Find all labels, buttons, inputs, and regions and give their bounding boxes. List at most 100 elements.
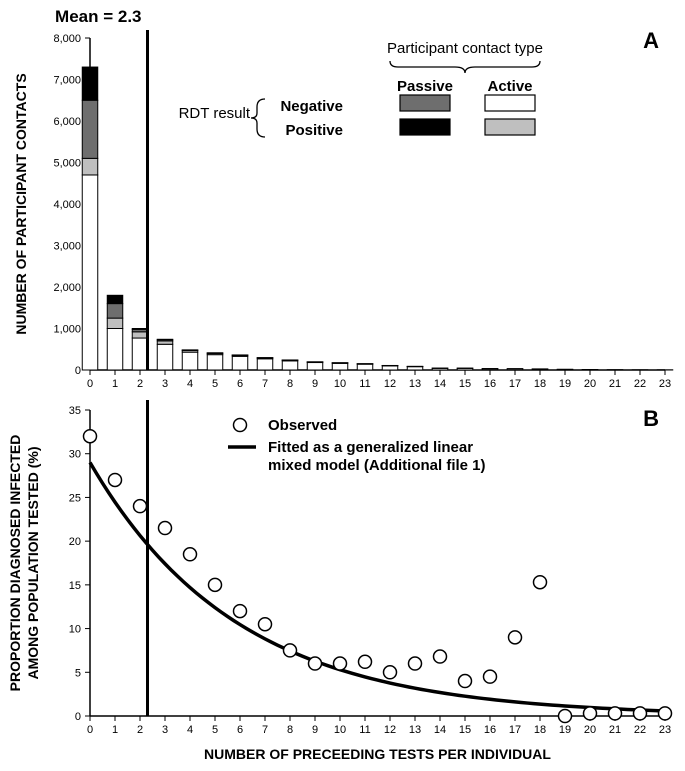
bar-active_negative — [132, 338, 148, 370]
svg-text:7: 7 — [262, 378, 268, 390]
svg-text:2: 2 — [137, 724, 143, 736]
observed-point — [334, 657, 347, 670]
bar-active_negative — [257, 359, 273, 370]
svg-text:8: 8 — [287, 724, 293, 736]
svg-text:20: 20 — [584, 378, 596, 390]
legend-row-title: RDT result — [179, 105, 251, 122]
y-axis-label-a: NUMBER OF PARTICIPANT CONTACTS — [13, 73, 29, 334]
observed-point — [459, 675, 472, 688]
svg-text:19: 19 — [559, 378, 571, 390]
svg-text:4,000: 4,000 — [53, 199, 81, 211]
svg-text:15: 15 — [69, 580, 81, 592]
svg-text:25: 25 — [69, 492, 81, 504]
bar-passive_negative — [82, 100, 98, 158]
svg-text:9: 9 — [312, 378, 318, 390]
observed-point — [284, 644, 297, 657]
bar-active_positive — [107, 318, 123, 328]
observed-point — [584, 707, 597, 720]
bar-active_negative — [182, 352, 198, 370]
legend-a: Participant contact typePassiveActiveRDT… — [179, 40, 543, 139]
svg-text:17: 17 — [509, 724, 521, 736]
svg-text:5: 5 — [212, 724, 218, 736]
bar-active_negative — [107, 329, 123, 371]
svg-text:23: 23 — [659, 378, 671, 390]
panel-letter-a: A — [643, 28, 659, 53]
observed-point — [559, 710, 572, 723]
svg-text:22: 22 — [634, 378, 646, 390]
svg-text:10: 10 — [334, 724, 346, 736]
observed-point — [634, 707, 647, 720]
observed-point — [434, 650, 447, 663]
svg-text:11: 11 — [359, 724, 370, 736]
svg-text:PROPORTION DIAGNOSED INFECTED: PROPORTION DIAGNOSED INFECTED — [7, 435, 23, 692]
legend-b: ObservedFitted as a generalized linearmi… — [228, 417, 486, 474]
svg-text:14: 14 — [434, 724, 446, 736]
svg-text:7,000: 7,000 — [53, 75, 81, 87]
svg-text:1: 1 — [112, 724, 118, 736]
observed-point — [384, 666, 397, 679]
svg-text:22: 22 — [634, 724, 646, 736]
svg-text:6,000: 6,000 — [53, 116, 81, 128]
bar-passive_positive — [107, 295, 123, 303]
bar-passive_positive — [82, 67, 98, 100]
legend-observed-label: Observed — [268, 417, 337, 434]
observed-point — [359, 655, 372, 668]
observed-point — [109, 473, 122, 486]
bar-active_negative — [307, 363, 323, 370]
svg-text:23: 23 — [659, 724, 671, 736]
svg-text:6: 6 — [237, 724, 243, 736]
svg-text:21: 21 — [609, 724, 621, 736]
svg-text:0: 0 — [75, 365, 81, 377]
svg-text:18: 18 — [534, 724, 546, 736]
svg-text:21: 21 — [609, 378, 621, 390]
observed-point — [509, 631, 522, 644]
panel-a-svg: 01,0002,0003,0004,0005,0006,0007,0008,00… — [0, 0, 685, 400]
svg-text:17: 17 — [509, 378, 521, 390]
bar-active_negative — [82, 175, 98, 370]
bar-active_negative — [382, 366, 398, 370]
legend-fitted-label-2: mixed model (Additional file 1) — [268, 457, 486, 474]
observed-point — [609, 707, 622, 720]
svg-text:5: 5 — [75, 667, 81, 679]
legend-row-negative: Negative — [280, 98, 343, 115]
bar-active_positive — [132, 332, 148, 338]
svg-text:12: 12 — [384, 378, 396, 390]
legend-swatch-active_positive — [485, 119, 535, 135]
svg-text:2: 2 — [137, 378, 143, 390]
svg-text:15: 15 — [459, 724, 471, 736]
svg-text:5,000: 5,000 — [53, 158, 81, 170]
svg-text:13: 13 — [409, 724, 421, 736]
fitted-curve — [90, 462, 665, 710]
legend-bracket-top — [390, 61, 540, 73]
svg-text:4: 4 — [187, 378, 193, 390]
svg-text:20: 20 — [69, 536, 81, 548]
svg-text:2,000: 2,000 — [53, 282, 81, 294]
svg-text:3,000: 3,000 — [53, 241, 81, 253]
bar-active_positive — [82, 158, 98, 175]
observed-point — [234, 605, 247, 618]
svg-text:11: 11 — [359, 378, 370, 390]
observed-point — [534, 576, 547, 589]
svg-text:20: 20 — [584, 724, 596, 736]
panel-letter-b: B — [643, 406, 659, 431]
observed-point — [184, 548, 197, 561]
panel-b-svg: 0510152025303501234567891011121314151617… — [0, 400, 685, 771]
svg-text:18: 18 — [534, 378, 546, 390]
svg-text:5: 5 — [212, 378, 218, 390]
svg-text:9: 9 — [312, 724, 318, 736]
observed-point — [659, 707, 672, 720]
observed-point — [259, 618, 272, 631]
legend-bracket-left — [251, 99, 265, 137]
svg-text:3: 3 — [162, 378, 168, 390]
bar-active_negative — [232, 356, 248, 370]
legend-row-positive: Positive — [285, 122, 343, 139]
bar-active_negative — [332, 363, 348, 370]
svg-text:8: 8 — [287, 378, 293, 390]
legend-col-passive: Passive — [397, 78, 453, 95]
legend-col-active: Active — [487, 78, 532, 95]
figure-root: 01,0002,0003,0004,0005,0006,0007,0008,00… — [0, 0, 685, 771]
svg-text:14: 14 — [434, 378, 446, 390]
svg-text:10: 10 — [69, 624, 81, 636]
x-axis-label-b: NUMBER OF PRECEEDING TESTS PER INDIVIDUA… — [204, 746, 551, 762]
svg-text:4: 4 — [187, 724, 193, 736]
